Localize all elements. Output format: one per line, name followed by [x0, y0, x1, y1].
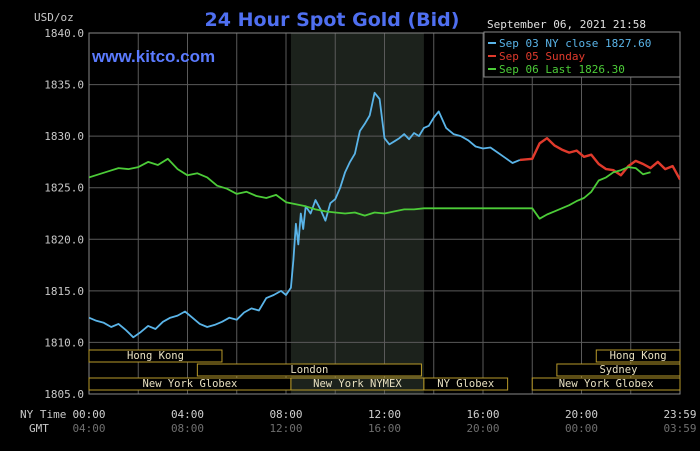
y-tick-label: 1810.0 — [44, 336, 84, 349]
legend-label: Sep 05 Sunday — [499, 50, 585, 63]
x-tick-label-gmt: 20:00 — [466, 422, 499, 435]
x-tick-label-ny: 08:00 — [269, 408, 302, 421]
series-line-sep-06 — [89, 157, 651, 220]
legend-label: Sep 03 NY close 1827.60 — [499, 37, 651, 50]
market-sessions: Hong Kong London New York Globex New York N… — [88, 349, 681, 391]
x-tick-label-ny: 20:00 — [565, 408, 598, 421]
x-tick-label-ny: 23:59 — [663, 408, 696, 421]
y-tick-label: 1835.0 — [44, 79, 84, 92]
market-session-label: New York NYMEX — [313, 378, 402, 390]
market-session-label: Hong Kong — [127, 350, 184, 362]
x-tick-label-gmt: 00:00 — [565, 422, 598, 435]
x-tick-label-gmt: 03:59 — [663, 422, 696, 435]
legend-label: Sep 06 Last 1826.30 — [499, 63, 625, 76]
y-tick-label: 1815.0 — [44, 285, 84, 298]
market-session-label: Hong Kong — [610, 350, 667, 362]
legend-date: September 06, 2021 21:58 — [487, 18, 646, 31]
market-session-bar — [88, 349, 223, 363]
market-session-bar — [196, 363, 422, 377]
chart-title: 24 Hour Spot Gold (Bid) — [205, 9, 460, 31]
y-tick-label: 1830.0 — [44, 130, 84, 143]
y-tick-label: 1825.0 — [44, 182, 84, 195]
market-session-label: New York Globex — [559, 378, 654, 390]
market-session-label: New York Globex — [143, 378, 238, 390]
x-tick-label-ny: 12:00 — [368, 408, 401, 421]
x-tick-label-ny: 00:00 — [72, 408, 105, 421]
series-line-sep-05 — [519, 136, 680, 181]
x-tick-label-gmt: 12:00 — [269, 422, 302, 435]
plot-frame — [88, 32, 681, 395]
x-tick-label-gmt: 08:00 — [171, 422, 204, 435]
series-layer — [89, 91, 680, 339]
x-tick-labels: 00:0004:0004:0008:0008:0012:0012:0016:00… — [72, 408, 696, 435]
market-session-label: Sydney — [599, 364, 637, 376]
site-watermark: www.kitco.com — [91, 47, 215, 66]
market-session-bar — [595, 349, 681, 363]
ny-time-row-label: NY Time — [20, 408, 66, 421]
market-session-bar — [531, 377, 681, 391]
market-session-label: NY Globex — [437, 378, 494, 390]
gmt-row-label: GMT — [29, 422, 49, 435]
x-tick-label-ny: 16:00 — [466, 408, 499, 421]
market-session-bar — [423, 377, 509, 391]
x-tick-label-ny: 04:00 — [171, 408, 204, 421]
x-tick-label-gmt: 04:00 — [72, 422, 105, 435]
market-session-bar — [556, 363, 681, 377]
y-tick-label: 1840.0 — [44, 27, 84, 40]
y-tick-labels: 1805.0 1810.0 1815.0 1820.0 1825.0 1830.0 1835… — [44, 27, 84, 401]
market-session-label: London — [290, 364, 328, 376]
y-tick-label: 1820.0 — [44, 233, 84, 246]
legend-box — [483, 31, 681, 78]
series-line-sep-03 — [89, 91, 521, 339]
y-unit-label: USD/oz — [34, 11, 74, 24]
y-tick-label: 1805.0 — [44, 388, 84, 401]
x-tick-label-gmt: 16:00 — [368, 422, 401, 435]
